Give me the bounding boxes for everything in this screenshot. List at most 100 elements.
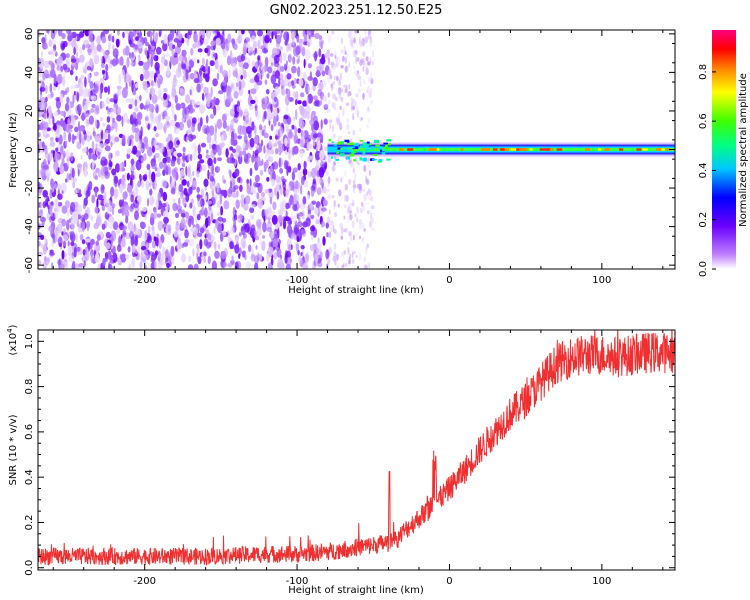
noise-blob	[70, 113, 75, 122]
sparse-noise-blob	[328, 56, 330, 64]
signal-hotspot	[604, 148, 610, 151]
noise-blob	[210, 40, 216, 46]
noise-blob	[225, 85, 232, 95]
noise-blob	[145, 243, 150, 249]
noise-blob	[146, 70, 150, 78]
sparse-noise-blob	[349, 30, 353, 36]
noise-blob	[325, 222, 329, 229]
noise-blob	[116, 227, 121, 234]
sparse-noise-blob	[344, 56, 347, 64]
noise-blob	[139, 103, 144, 110]
noise-blob	[149, 195, 154, 206]
noise-blob	[101, 205, 106, 211]
noise-blob	[277, 258, 284, 264]
noise-blob	[197, 256, 202, 265]
sparse-noise-blob	[337, 203, 340, 208]
noise-blob	[220, 189, 227, 196]
noise-blob	[94, 206, 99, 214]
noise-blob	[253, 230, 258, 239]
sparse-noise-blob	[331, 165, 336, 172]
sparse-noise-blob	[356, 110, 359, 118]
noise-blob	[44, 44, 48, 49]
noise-blob	[40, 63, 43, 70]
noise-blob	[116, 58, 120, 64]
noise-blob	[170, 245, 175, 257]
noise-blob	[99, 100, 103, 110]
noise-blob	[304, 253, 309, 264]
noise-blob	[196, 213, 201, 221]
noise-blob	[110, 230, 117, 242]
sparse-noise-blob	[357, 88, 362, 93]
noise-blob	[217, 147, 222, 156]
sparse-noise-blob	[338, 189, 342, 197]
noise-blob	[42, 201, 46, 209]
noise-blob	[48, 39, 53, 48]
sparse-noise-blob	[362, 39, 365, 47]
noise-blob	[148, 209, 153, 214]
spectrogram-ylabel: Frequency (Hz)	[8, 112, 19, 188]
sparse-noise-blob	[347, 90, 349, 94]
noise-blob	[150, 253, 157, 261]
sparse-noise-blob	[340, 227, 344, 236]
noise-blob	[259, 62, 263, 67]
noise-blob	[294, 126, 298, 136]
signal-hotspot	[556, 148, 563, 151]
noise-blob	[79, 222, 82, 230]
noise-blob	[231, 255, 234, 263]
noise-blob	[60, 183, 67, 194]
noise-blob	[94, 135, 100, 143]
noise-blob	[261, 69, 264, 77]
noise-blob	[296, 213, 300, 220]
noise-blob	[307, 30, 313, 38]
noise-blob	[51, 239, 54, 248]
sparse-noise-blob	[369, 39, 373, 48]
noise-blob	[189, 72, 195, 80]
sparse-noise-blob	[355, 156, 358, 164]
noise-blob	[57, 202, 63, 207]
sparse-noise-blob	[344, 187, 347, 191]
noise-blob	[90, 216, 94, 221]
signal-fragment	[385, 144, 388, 147]
noise-blob	[112, 221, 119, 231]
sparse-noise-blob	[333, 161, 336, 166]
sparse-noise-blob	[367, 61, 371, 66]
noise-blob	[292, 38, 295, 46]
sparse-noise-blob	[363, 164, 367, 172]
sparse-noise-blob	[352, 188, 356, 194]
noise-blob	[77, 228, 84, 233]
sparse-noise-blob	[362, 51, 366, 57]
noise-blob	[185, 165, 188, 176]
noise-blob	[254, 255, 259, 265]
noise-blob	[206, 45, 211, 50]
y-tick-label: 60	[24, 27, 35, 40]
noise-blob	[300, 229, 306, 235]
noise-blob	[280, 31, 283, 38]
noise-blob	[94, 107, 100, 115]
signal-fragment	[354, 151, 356, 154]
signal-fragment	[378, 159, 383, 161]
signal-hotspot	[460, 148, 464, 151]
noise-blob	[145, 180, 150, 191]
noise-blob	[243, 62, 249, 70]
noise-blob	[105, 63, 109, 72]
noise-blob	[43, 121, 49, 130]
noise-blob	[173, 38, 180, 43]
noise-blob	[310, 225, 315, 232]
noise-blob	[199, 227, 205, 234]
noise-blob	[188, 134, 194, 142]
noise-blob	[76, 52, 79, 57]
noise-blob	[45, 84, 48, 94]
noise-blob	[172, 111, 176, 118]
noise-blob	[49, 249, 54, 254]
sparse-noise-blob	[326, 49, 330, 55]
signal-fragment	[349, 146, 355, 149]
noise-blob	[67, 240, 70, 247]
noise-blob	[277, 262, 280, 268]
noise-blob	[100, 55, 103, 63]
noise-blob	[152, 180, 155, 190]
noise-blob	[303, 160, 307, 170]
noise-blob	[323, 161, 327, 169]
noise-blob	[132, 89, 137, 96]
noise-blob	[73, 90, 76, 96]
sparse-noise-blob	[367, 34, 371, 40]
